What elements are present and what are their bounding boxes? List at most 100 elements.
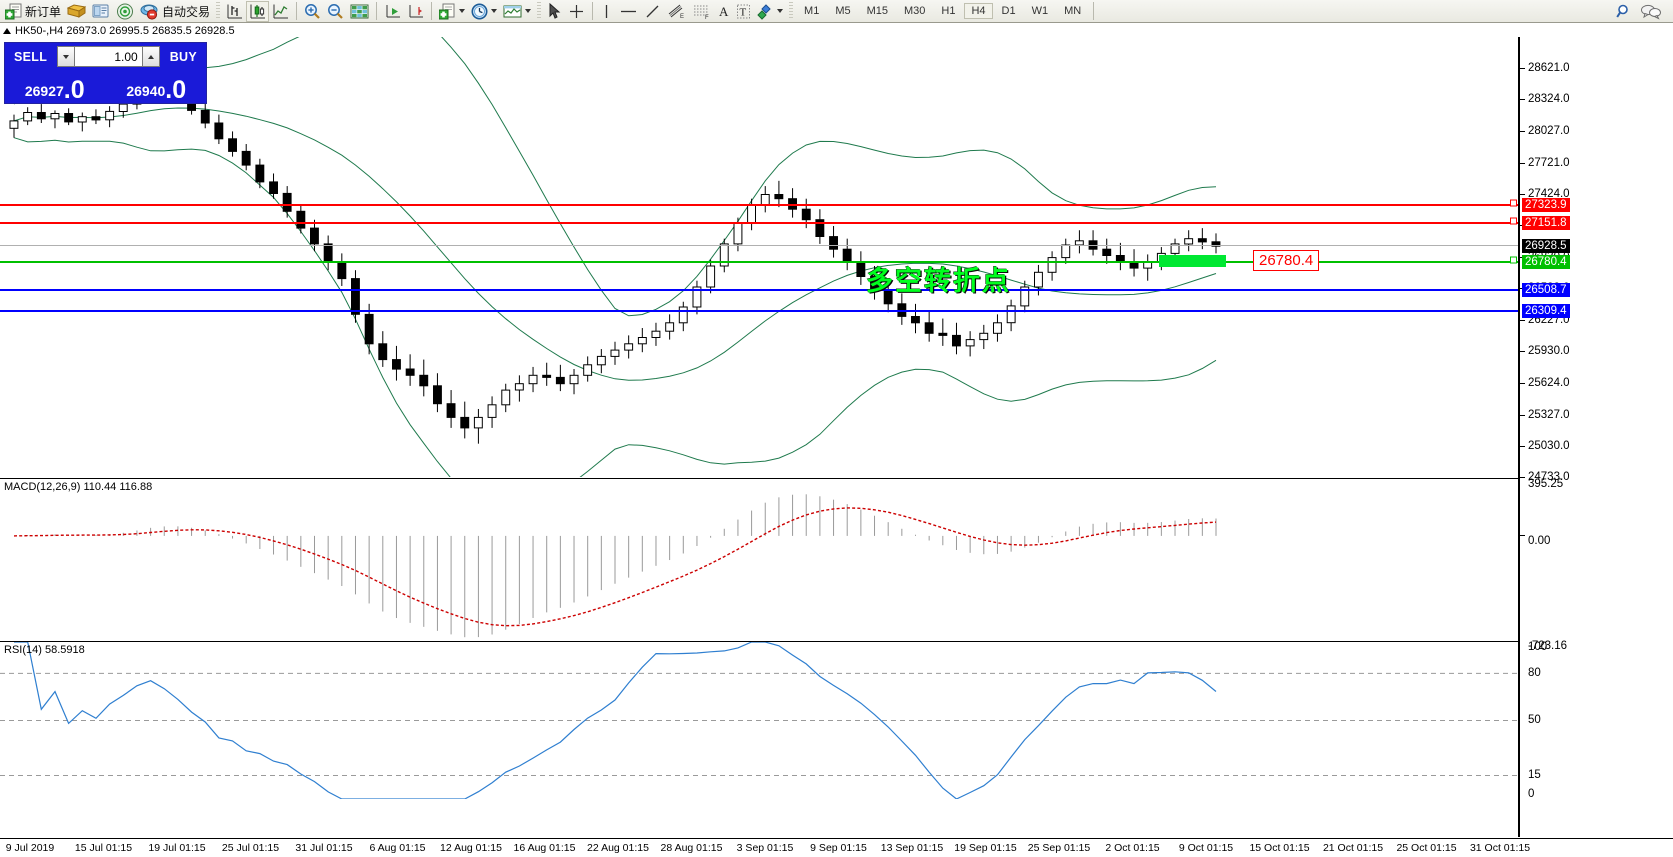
cursor-button[interactable] <box>544 1 565 22</box>
candle <box>938 318 948 346</box>
volume-input[interactable]: 1.00 <box>75 46 142 67</box>
indicators-dropdown-caret[interactable] <box>525 9 532 13</box>
timeframe-m30-button[interactable]: M30 <box>904 5 926 17</box>
templates-button[interactable] <box>436 1 468 22</box>
templates-dropdown-caret[interactable] <box>459 9 466 13</box>
zoom-in-button[interactable] <box>301 1 324 22</box>
volume-increase-button[interactable] <box>141 46 160 67</box>
price-scale[interactable]: 28621.028324.028027.027721.027424.027127… <box>1518 37 1673 837</box>
text-label-button[interactable]: T <box>733 1 754 22</box>
level-line-support[interactable] <box>0 289 1518 292</box>
line-chart-button[interactable] <box>269 1 292 22</box>
equidistant-channel-button[interactable]: E <box>664 1 689 22</box>
sell-button[interactable]: SELL <box>14 49 48 64</box>
price-tag-pivot[interactable]: 26780.4 <box>1522 254 1570 269</box>
timeframe-d1-button[interactable]: D1 <box>1001 5 1016 17</box>
chart-annotation-text[interactable]: 多空转折点 <box>866 266 1011 297</box>
hline-button[interactable] <box>616 1 641 22</box>
search-button[interactable] <box>1612 1 1637 22</box>
new-order-button[interactable]: 新订单 <box>2 1 64 22</box>
buy-price[interactable]: 26940 .0 <box>107 70 207 103</box>
price-tag-resistance[interactable]: 27151.8 <box>1522 215 1570 230</box>
price-tag-current-price[interactable]: 26928.5 <box>1522 239 1570 254</box>
macd-pane[interactable]: MACD(12,26,9) 110.44 116.88 <box>0 478 1518 640</box>
candle <box>1047 251 1057 281</box>
price-tick <box>1520 351 1525 353</box>
candle <box>433 373 442 413</box>
price-tag-support[interactable]: 26508.7 <box>1522 283 1570 298</box>
svg-text:F: F <box>705 15 709 20</box>
data-window-icon <box>350 3 369 20</box>
candle <box>1006 299 1016 332</box>
collapse-triangle-icon[interactable] <box>3 27 11 34</box>
chart-shift-button[interactable] <box>404 1 427 22</box>
vline-button[interactable] <box>597 1 616 22</box>
chat-button[interactable] <box>1637 1 1665 22</box>
text-button[interactable]: A <box>714 1 733 22</box>
candle <box>815 209 825 244</box>
market-watch-button[interactable] <box>89 1 113 22</box>
toolbar-grip-2[interactable] <box>537 2 542 20</box>
candle <box>1143 254 1153 281</box>
time-tick-label: 16 Aug 01:15 <box>513 842 576 854</box>
volume-decrease-button[interactable] <box>57 46 76 67</box>
candle <box>583 356 593 382</box>
period-button[interactable] <box>468 1 500 22</box>
candle <box>637 328 647 353</box>
candle <box>419 359 429 397</box>
volume-stepper[interactable]: 1.00 <box>57 46 160 67</box>
candlestick-chart-button[interactable] <box>246 0 270 22</box>
timeframe-mn-button[interactable]: MN <box>1064 5 1082 17</box>
toolbar-grip[interactable] <box>216 2 221 20</box>
timeframe-h4-button[interactable]: H4 <box>964 3 993 19</box>
candle <box>514 375 524 402</box>
candle <box>501 383 511 413</box>
level-line-handle[interactable] <box>1510 199 1517 207</box>
candle <box>719 238 729 273</box>
rsi-pane[interactable]: RSI(14) 58.5918 <box>0 641 1518 800</box>
candle <box>255 158 265 189</box>
one-click-trading-panel[interactable]: SELL 1.00 BUY 26927 .0 26940 .0 <box>4 42 207 104</box>
timeframe-m1-button[interactable]: M1 <box>804 5 820 17</box>
indicators-button[interactable] <box>500 1 534 22</box>
shapes-dropdown-caret[interactable] <box>777 9 784 13</box>
autotrading-button[interactable]: 自动交易 <box>137 1 213 22</box>
price-callout-label[interactable]: 26780.4 <box>1253 250 1320 271</box>
bar-chart-button[interactable] <box>223 1 246 22</box>
level-line-pivot[interactable] <box>0 260 1518 263</box>
level-line-handle[interactable] <box>1510 256 1517 264</box>
level-line-current-price[interactable] <box>0 245 1518 247</box>
auto-scroll-button[interactable] <box>381 1 404 22</box>
buy-button[interactable]: BUY <box>169 49 197 64</box>
level-line-resistance[interactable] <box>0 221 1518 224</box>
toolbar-grip-3[interactable] <box>789 2 794 20</box>
data-window-button[interactable] <box>347 1 372 22</box>
chart-canvas[interactable]: MACD(12,26,9) 110.44 116.88 RSI(14) 58.5… <box>0 37 1518 837</box>
timeframe-w1-button[interactable]: W1 <box>1031 5 1049 17</box>
candle <box>214 114 224 145</box>
fibonacci-button[interactable]: F <box>689 1 714 22</box>
bollinger-upper-band <box>13 37 1217 317</box>
price-tag-resistance[interactable]: 27323.9 <box>1522 197 1570 212</box>
crosshair-button[interactable] <box>565 1 588 22</box>
candle <box>774 180 784 208</box>
profiles-button[interactable] <box>64 1 89 22</box>
candle <box>692 280 702 315</box>
macd-label: MACD(12,26,9) 110.44 116.88 <box>4 481 153 493</box>
price-tag-support[interactable]: 26309.4 <box>1522 304 1570 319</box>
trendline-button[interactable] <box>641 1 664 22</box>
level-line-resistance[interactable] <box>0 203 1518 206</box>
time-scale[interactable]: 9 Jul 2019 15 Jul 01:15 19 Jul 01:15 25 Jul… <box>0 838 1673 857</box>
level-line-handle[interactable] <box>1510 217 1517 225</box>
timeframe-m15-button[interactable]: M15 <box>866 5 888 17</box>
price-tick-label: 27721.0 <box>1528 156 1570 169</box>
timeframe-m5-button[interactable]: M5 <box>835 5 851 17</box>
level-line-support[interactable] <box>0 310 1518 313</box>
search-icon <box>1615 3 1634 20</box>
timeframe-h1-button[interactable]: H1 <box>941 5 956 17</box>
shapes-button[interactable] <box>754 1 786 22</box>
sell-price[interactable]: 26927 .0 <box>5 70 105 103</box>
period-dropdown-caret[interactable] <box>491 9 498 13</box>
zoom-out-button[interactable] <box>324 1 347 22</box>
navigator-button[interactable] <box>113 1 137 22</box>
